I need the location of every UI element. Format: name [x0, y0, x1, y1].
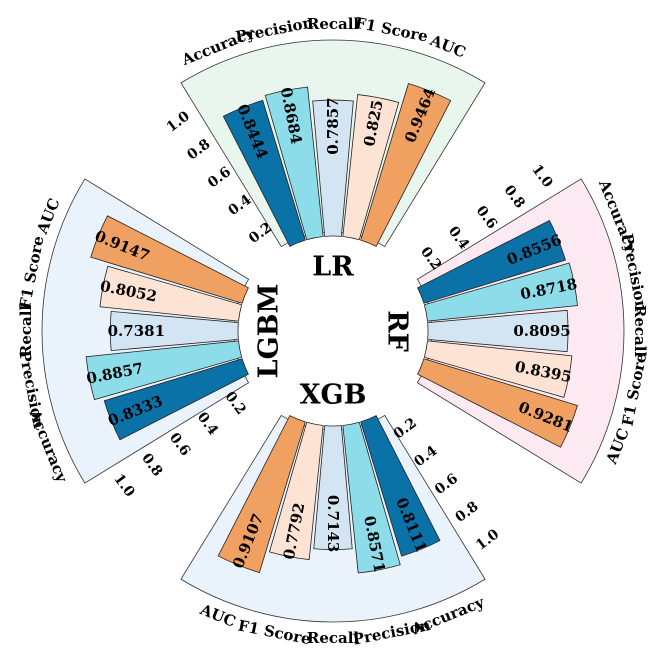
tick-label-lgbm-4: 1.0 — [110, 471, 138, 500]
value-label-rf-recall: 0.8095 — [513, 322, 570, 340]
metric-label-lr-f1-score: F1 Score — [354, 14, 430, 46]
bar-lr-recall — [312, 99, 354, 237]
tick-label-lr-2: 0.6 — [205, 164, 234, 191]
metric-label-lr-auc: AUC — [427, 31, 469, 62]
bar-rf-auc — [417, 358, 578, 448]
bar-lr-precision — [264, 86, 324, 241]
bar-lgbm-f1-score — [99, 265, 243, 322]
bar-xgb-f1-score — [268, 421, 324, 561]
bar-lgbm-recall — [109, 310, 239, 352]
tick-label-lgbm-2: 0.6 — [166, 430, 193, 459]
model-label-xgb: XGB — [300, 380, 367, 411]
tick-label-rf-4: 1.0 — [528, 162, 556, 191]
metric-label-rf-f1-score: F1 Score — [618, 352, 650, 428]
model-label-rf: RF — [382, 310, 413, 352]
metric-label-rf-auc: AUC — [602, 426, 633, 468]
tick-label-xgb-3: 0.8 — [453, 499, 482, 526]
tick-label-rf-3: 0.8 — [501, 182, 528, 211]
bar-lgbm-auc — [90, 215, 249, 304]
value-label-lgbm-recall: 0.7381 — [108, 322, 165, 340]
model-label-lgbm: LGBM — [254, 284, 285, 379]
tick-label-lgbm-3: 0.8 — [138, 451, 165, 480]
metric-label-xgb-precision: Precision — [351, 616, 432, 649]
metric-label-lgbm-f1-score: F1 Score — [16, 235, 48, 311]
value-label-xgb-recall: 0.7143 — [324, 495, 342, 552]
metric-label-lr-recall: Recall — [307, 15, 360, 33]
tick-label-lr-4: 1.0 — [164, 108, 193, 136]
metric-label-lgbm-recall: Recall — [17, 305, 35, 358]
tick-label-xgb-2: 0.6 — [432, 471, 461, 498]
metric-label-rf-recall: Recall — [631, 305, 649, 358]
metric-label-xgb-auc: AUC — [197, 600, 239, 631]
bar-xgb-recall — [313, 425, 353, 550]
bar-rf-recall — [427, 309, 569, 353]
metric-label-xgb-recall: Recall — [307, 629, 360, 647]
value-label-lr-recall: 0.7857 — [324, 97, 342, 154]
bar-lgbm-precision — [85, 340, 243, 401]
metric-label-lgbm-auc: AUC — [33, 196, 64, 238]
tick-label-lr-3: 0.8 — [184, 136, 213, 163]
bar-lr-accuracy — [222, 99, 306, 247]
metric-label-lgbm-precision: Precision — [15, 349, 48, 430]
bar-rf-accuracy — [417, 219, 566, 304]
metric-label-xgb-f1-score: F1 Score — [237, 616, 313, 648]
bar-xgb-precision — [342, 421, 401, 574]
metric-label-rf-precision: Precision — [618, 232, 651, 313]
bar-xgb-auc — [217, 415, 306, 574]
tick-label-rf-2: 0.6 — [473, 203, 500, 232]
metric-label-lr-precision: Precision — [234, 13, 315, 46]
bar-rf-precision — [423, 262, 578, 322]
bar-lr-f1-score — [342, 94, 400, 241]
tick-label-xgb-4: 1.0 — [473, 526, 502, 554]
bar-lgbm-accuracy — [103, 358, 249, 441]
bar-xgb-accuracy — [360, 415, 441, 557]
bar-rf-f1-score — [423, 340, 573, 398]
bar-lr-auc — [360, 83, 452, 247]
model-label-lr: LR — [312, 252, 354, 283]
